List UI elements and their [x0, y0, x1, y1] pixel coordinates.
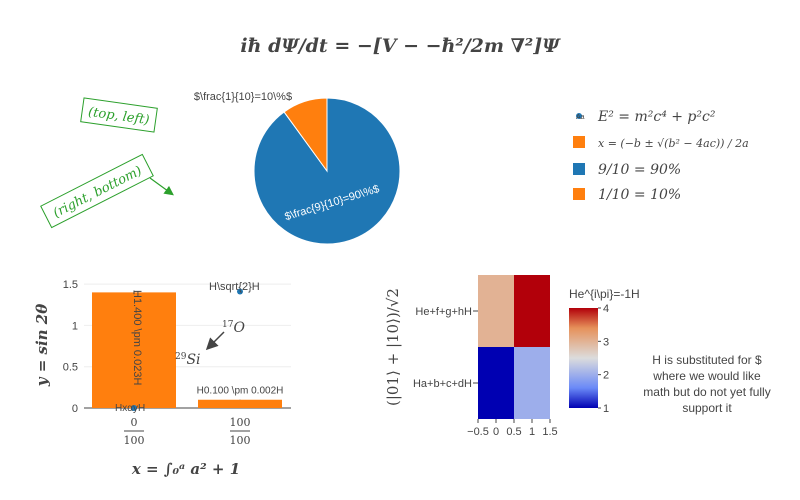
heatmap-cell-0-1[interactable]	[514, 347, 550, 419]
bar-ylabel: y = sin 2θ	[33, 304, 51, 387]
legend: Aa E² = m²c⁴ + p²c² x = (−b ± √(b² − 4ac))…	[573, 109, 749, 203]
bar-xtick-denominator: 100	[230, 434, 251, 447]
substitution-note: H is substituted for $ where we would li…	[643, 353, 771, 415]
bar-xtick-denominator: 100	[124, 434, 145, 447]
annotation-top-left: (top, left)	[80, 97, 158, 133]
legend-swatch-icon	[573, 136, 585, 148]
heatmap-ylabel: (|01⟩ + |10⟩)/√2	[384, 288, 402, 406]
legend-label: 9/10 = 90%	[598, 162, 681, 178]
figure-title: iħ dΨ/dt = −[V − −ħ²/2m ∇²]Ψ	[240, 35, 561, 57]
legend-item-1[interactable]: x = (−b ± √(b² − 4ac)) / 2a	[573, 136, 749, 150]
bar-ytick-label: 0.5	[63, 362, 78, 374]
colorbar-tick-label: 2	[603, 370, 609, 382]
bar-chart: 0 0.5 1 1.5 0 100 100 100 H1.400 \pm 0.023H H0.10…	[33, 279, 291, 478]
bar-label-0: H1.400 \pm 0.023H	[131, 290, 143, 385]
heatmap-xtick-label: 0.5	[506, 426, 521, 438]
legend-label: 1/10 = 10%	[598, 187, 681, 203]
legend-item-3[interactable]: 1/10 = 10%	[573, 187, 681, 203]
annotation-right-bottom: (right, bottom)	[40, 153, 174, 229]
legend-label: E² = m²c⁴ + p²c²	[597, 109, 716, 125]
legend-label: x = (−b ± √(b² − 4ac)) / 2a	[598, 137, 749, 150]
heatmap-xtick-label: 1.5	[542, 426, 557, 438]
legend-swatch-icon	[573, 163, 585, 175]
legend-item-2[interactable]: 9/10 = 90%	[573, 162, 681, 178]
colorbar-title: He^{i\pi}=-1H	[569, 287, 640, 301]
bar-1[interactable]	[198, 399, 282, 408]
legend-marker-icon	[576, 113, 582, 119]
heatmap-xtick-label: 1	[529, 426, 535, 438]
bar-ytick-label: 1.5	[63, 279, 78, 291]
scatter-point-1[interactable]	[237, 288, 243, 295]
heatmap-ytick-label: He+f+g+hH	[415, 306, 472, 318]
legend-marker-text: Aa	[576, 114, 585, 121]
bar-ytick-label: 0	[72, 403, 78, 415]
svg-text:(right, bottom): (right, bottom)	[51, 164, 145, 222]
heatmap-cell-0-0[interactable]	[478, 347, 514, 419]
heatmap-cell-1-1[interactable]	[514, 275, 550, 347]
bar-xtick-numerator: 0	[131, 416, 138, 429]
scatter-point-0[interactable]	[131, 405, 137, 411]
annotation-o17: 17O	[222, 320, 245, 336]
heatmap-ytick-label: Ha+b+c+dH	[413, 378, 472, 390]
bar-label-1: H0.100 \pm 0.002H	[197, 386, 284, 397]
heatmap-cell-1-0[interactable]	[478, 275, 514, 347]
bar-xlabel: x = ∫₀ᵃ a² + 1	[131, 460, 240, 478]
colorbar	[569, 308, 598, 408]
bar-0[interactable]	[92, 292, 176, 408]
colorbar-tick-label: 3	[603, 336, 609, 348]
annotation-si29: 29Si	[175, 352, 201, 368]
pie-label-1: $\frac{1}{10}=10\%$	[194, 91, 292, 103]
bar-xtick-numerator: 100	[230, 416, 251, 429]
pie-slice-1[interactable]	[283, 97, 328, 173]
legend-item-0[interactable]: Aa E² = m²c⁴ + p²c²	[576, 109, 716, 125]
scatter-label-1: H\sqrt{2}H	[209, 281, 260, 293]
bar-ytick-label: 1	[72, 320, 78, 332]
scatter-label-0: HxαyH	[115, 403, 145, 414]
heatmap-xtick-label: −0.5	[467, 426, 489, 438]
heatmap-chart: Ha+b+c+dH He+f+g+hH −0.5 0 0.5 1 1.5 (|01⟩ + |1…	[384, 275, 640, 438]
colorbar-tick-label: 1	[603, 403, 609, 415]
legend-swatch-icon	[573, 188, 585, 200]
heatmap-xtick-label: 0	[493, 426, 499, 438]
pie-chart: $\frac{9}{10}=90\%$$\frac{1}{10}=10\%$	[194, 91, 401, 245]
colorbar-tick-label: 4	[603, 303, 609, 315]
annotation-arrow	[205, 331, 225, 351]
annotation-arrow	[149, 177, 174, 196]
